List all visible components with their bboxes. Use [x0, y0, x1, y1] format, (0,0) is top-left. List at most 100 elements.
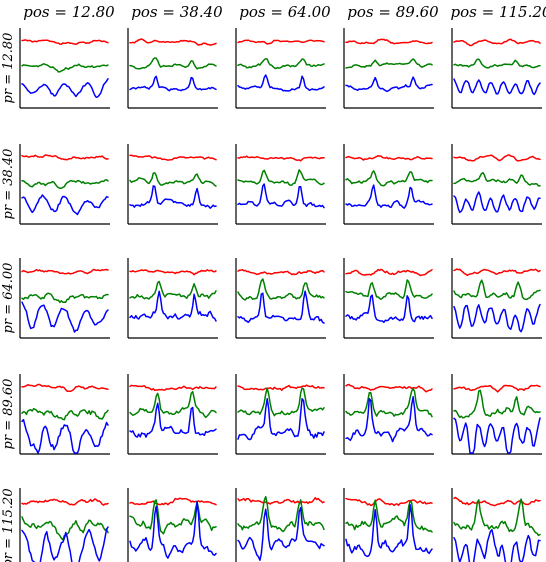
panel — [127, 488, 217, 562]
series-line — [21, 268, 109, 275]
series-line — [237, 278, 325, 301]
series-line — [237, 290, 325, 324]
panel — [19, 258, 110, 339]
series-line — [129, 280, 217, 300]
series-line — [21, 178, 109, 190]
panel — [235, 144, 326, 225]
series-line — [237, 39, 325, 45]
series-line — [21, 526, 109, 562]
panel — [451, 28, 542, 109]
row-title: pr = 38.40 — [1, 149, 16, 220]
column-title: pos = 89.60 — [347, 3, 439, 21]
series-line — [453, 191, 541, 214]
series-line — [21, 418, 109, 454]
panel — [235, 28, 326, 109]
series-line — [129, 57, 217, 70]
series-line — [129, 290, 217, 322]
series-line — [129, 501, 217, 559]
series-line — [237, 183, 325, 209]
series-line — [21, 407, 109, 421]
series-line — [129, 154, 217, 161]
series-line — [21, 78, 109, 99]
series-line — [237, 506, 325, 561]
column-title: pos = 38.40 — [131, 3, 223, 21]
series-line — [453, 58, 541, 69]
row-title: pr = 89.60 — [1, 379, 16, 450]
series-line — [453, 528, 541, 562]
series-line — [129, 38, 217, 46]
series-line — [237, 387, 325, 417]
column-title: pos = 115.20 — [451, 3, 546, 21]
series-line — [129, 384, 217, 392]
panels — [19, 28, 542, 562]
series-line — [453, 417, 541, 454]
series-line — [345, 383, 433, 393]
series-line — [345, 497, 433, 507]
panel — [127, 144, 218, 225]
series-line — [237, 155, 325, 162]
series-line — [237, 384, 325, 392]
panel — [235, 488, 325, 562]
panel — [343, 258, 434, 339]
series-line — [237, 57, 325, 70]
series-line — [453, 78, 541, 96]
panel — [19, 28, 110, 109]
series-line — [21, 154, 109, 161]
series-line — [453, 303, 541, 333]
series-line — [129, 269, 217, 276]
series-line — [453, 384, 541, 393]
row-title: pr = 115.20 — [1, 488, 16, 562]
series-line — [237, 496, 325, 505]
panel — [19, 374, 110, 455]
series-line — [345, 388, 433, 418]
panel — [127, 374, 218, 455]
series-line — [453, 154, 541, 162]
series-line — [345, 294, 433, 324]
series-line — [21, 194, 109, 216]
series-line — [345, 58, 433, 69]
series-line — [129, 172, 217, 187]
series-line — [129, 185, 217, 209]
panel — [343, 488, 433, 562]
column-titles: pos = 12.80 pos = 38.40 pos = 64.00 pos = 8… — [23, 3, 546, 21]
series-line — [129, 390, 217, 419]
panel — [343, 144, 434, 225]
series-line — [129, 402, 217, 438]
series-line — [129, 75, 217, 92]
series-line — [21, 498, 109, 506]
panel — [235, 374, 326, 455]
series-line — [345, 499, 433, 533]
series-line — [453, 498, 541, 537]
series-line — [345, 396, 433, 443]
series-line — [345, 268, 433, 277]
series-line — [453, 172, 541, 187]
column-title: pos = 64.00 — [239, 3, 331, 21]
series-line — [453, 38, 541, 47]
series-line — [453, 279, 541, 301]
series-line — [345, 154, 433, 161]
series-line — [453, 389, 541, 419]
panel — [451, 374, 542, 455]
row-title: pr = 64.00 — [1, 263, 16, 334]
series-line — [237, 397, 325, 441]
series-line — [345, 184, 433, 209]
panel — [19, 144, 110, 225]
panel — [19, 488, 109, 562]
panel — [127, 28, 218, 109]
row-titles: pr = 12.80 pr = 38.40 pr = 64.00 pr = 89.60… — [1, 33, 16, 562]
series-line — [453, 496, 541, 507]
series-line — [129, 499, 217, 535]
series-line — [345, 503, 433, 558]
series-line — [129, 497, 217, 506]
series-line — [453, 268, 541, 277]
series-line — [21, 39, 109, 46]
series-line — [21, 292, 109, 304]
column-title: pos = 12.80 — [23, 3, 115, 21]
panel — [343, 374, 434, 455]
panel — [451, 144, 542, 225]
row-title: pr = 12.80 — [1, 33, 16, 104]
panel — [451, 258, 542, 339]
panel — [127, 258, 218, 339]
series-line — [237, 169, 325, 187]
